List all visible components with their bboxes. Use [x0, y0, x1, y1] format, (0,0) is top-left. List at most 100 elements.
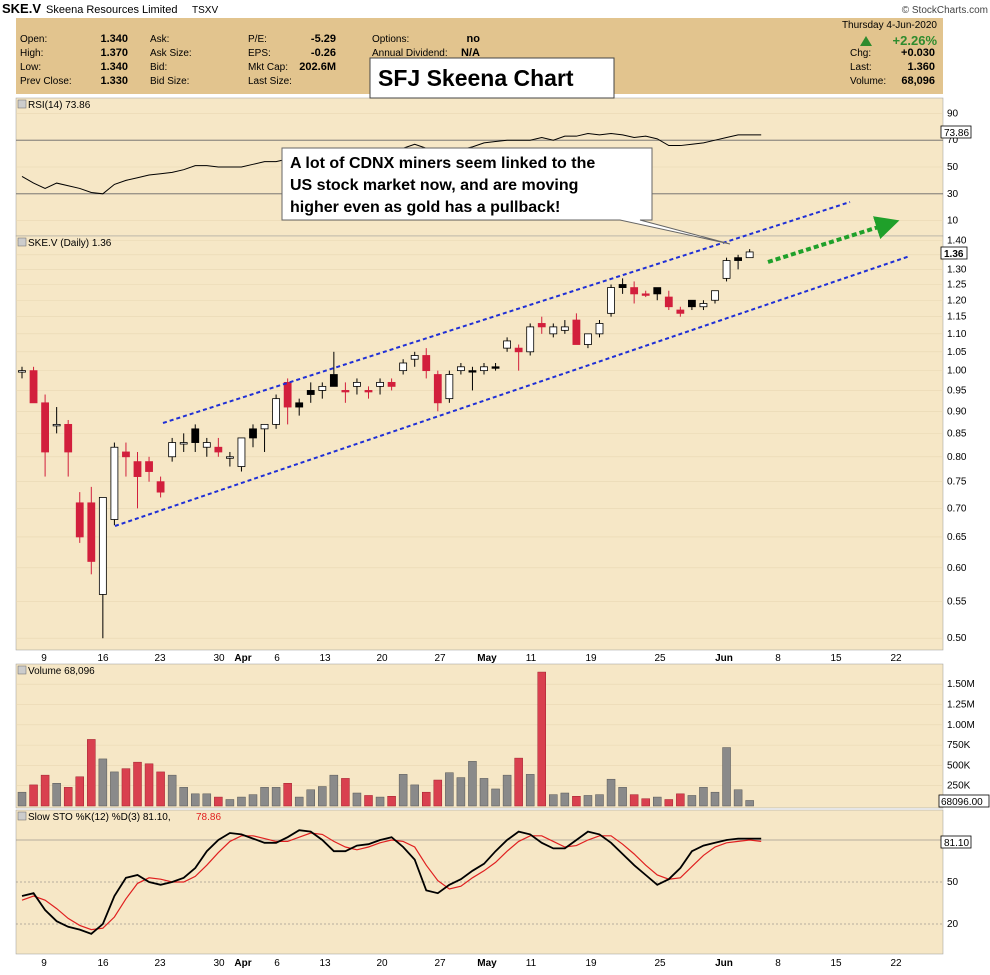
price-tick-label: 1.10 — [947, 329, 967, 340]
rsi-value-box — [940, 125, 972, 139]
volume-bar — [87, 739, 96, 807]
volume-bar — [225, 799, 235, 807]
stat-label: Options: — [372, 34, 409, 45]
volume-bar — [572, 796, 581, 807]
candle-body — [456, 366, 465, 372]
stat-value: 1.340 — [100, 61, 128, 73]
x-tick-label: 11 — [526, 653, 537, 664]
sto-d-label: 78.86 — [196, 812, 221, 823]
volume-bar — [537, 671, 546, 807]
candle-body — [664, 296, 673, 308]
volume-bar — [525, 774, 535, 807]
volume-bar — [237, 796, 246, 807]
candle-body — [399, 362, 408, 372]
candle-body — [711, 290, 719, 301]
volume-bar — [121, 768, 131, 807]
volume-bar — [560, 792, 570, 807]
volume-bar — [260, 787, 269, 807]
volume-bar — [29, 784, 38, 807]
price-tick-label: 1.25 — [947, 279, 967, 290]
candle-body — [329, 374, 338, 387]
volume-bar — [699, 787, 708, 807]
stat-label: Prev Close: — [20, 76, 72, 87]
volume-bar — [629, 794, 639, 807]
candle-body — [688, 299, 696, 308]
candle-body — [595, 323, 604, 335]
volume-bar — [398, 774, 408, 807]
candle-body — [433, 374, 442, 404]
candle-body — [549, 326, 558, 335]
candle-body — [607, 287, 615, 314]
x-tick-label: 8 — [775, 653, 781, 664]
price-tick-label: 0.65 — [947, 532, 967, 543]
candle-body — [341, 390, 350, 393]
price-tick-label: 1.15 — [947, 312, 967, 323]
candle-body — [503, 340, 512, 349]
volume-bar — [167, 774, 177, 807]
volume-bar — [502, 774, 512, 807]
stat-value: 1.360 — [907, 61, 935, 73]
annotation-callout — [281, 147, 731, 245]
volume-value-tag: 68096.00 — [941, 797, 983, 808]
candle-body — [133, 461, 142, 477]
price-tick-label: 1.05 — [947, 347, 967, 358]
title-bar — [0, 0, 990, 18]
candle-body — [295, 402, 304, 408]
price-tick-label: 0.60 — [947, 563, 967, 574]
volume-tick-label: 500K — [947, 760, 971, 771]
x-tick-label: 23 — [154, 958, 166, 969]
candle-body — [618, 284, 627, 288]
candle-body — [249, 428, 257, 439]
candle-body — [468, 370, 477, 373]
price-tick-label: 1.20 — [947, 295, 967, 306]
price-tick-label: 0.50 — [947, 633, 967, 644]
volume-bar — [329, 774, 339, 807]
candle-body — [745, 251, 754, 259]
up-arrow-icon — [860, 36, 872, 46]
volume-bar — [202, 793, 212, 807]
candle-body — [122, 451, 130, 458]
candle-body — [87, 502, 96, 562]
volume-label: Volume 68,096 — [28, 666, 95, 677]
candle-body — [237, 437, 246, 467]
ticker-symbol: SKE.V — [2, 1, 41, 16]
sto-label: Slow STO %K(12) %D(3) 81.10, — [28, 812, 171, 823]
annotation-line-2: US stock market now, and are moving — [290, 177, 578, 194]
volume-panel — [15, 663, 944, 809]
sto-value-box — [940, 835, 972, 849]
x-tick-label: 6 — [274, 958, 280, 969]
annotation-line-1: A lot of CDNX miners seem linked to the — [290, 155, 595, 172]
x-tick-label: 25 — [654, 653, 666, 664]
volume-bar — [352, 792, 362, 807]
x-tick-label: 25 — [654, 958, 666, 969]
volume-bar — [375, 796, 385, 807]
x-tick-label: 8 — [775, 958, 781, 969]
candle-body — [410, 355, 419, 360]
candle-body — [641, 293, 650, 296]
stat-label: Last: — [850, 62, 872, 73]
rsi-tick-label: 90 — [947, 108, 959, 119]
x-tick-label: 30 — [213, 958, 225, 969]
stat-label: Ask Size: — [150, 48, 192, 59]
volume-bar — [722, 747, 731, 807]
price-tick-label: 0.75 — [947, 477, 967, 488]
candle-body — [52, 423, 61, 427]
x-tick-label: 27 — [434, 958, 446, 969]
candle-body — [537, 323, 546, 328]
volume-bar — [248, 794, 258, 807]
x-tick-label: May — [477, 653, 497, 664]
candle-body — [64, 423, 73, 453]
volume-bar — [364, 795, 373, 807]
price-value-box — [940, 246, 968, 260]
volume-bar — [479, 778, 489, 807]
candle-body — [699, 303, 708, 308]
volume-bar — [52, 783, 61, 807]
volume-tick-label: 1.50M — [947, 679, 975, 690]
source-credit: © StockCharts.com — [902, 5, 988, 16]
volume-bar — [17, 791, 27, 807]
volume-tick-label: 750K — [947, 740, 971, 751]
candle-body — [630, 287, 639, 295]
price-tick-label: 0.90 — [947, 406, 967, 417]
rsi-label: RSI(14) 73.86 — [28, 100, 91, 111]
stat-label: Open: — [20, 34, 47, 45]
